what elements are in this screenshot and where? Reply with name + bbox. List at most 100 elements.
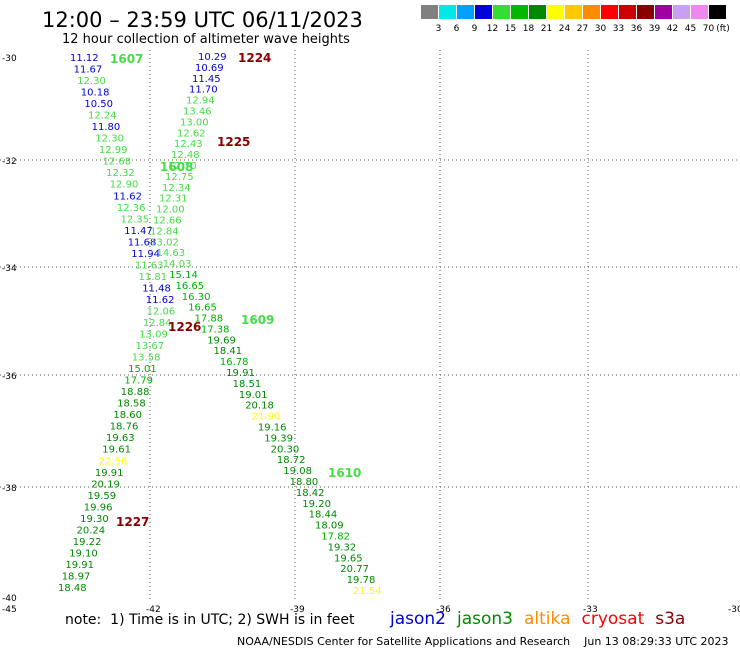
wave-height-value: 19.10	[69, 548, 98, 559]
wave-height-value: 12.30	[95, 134, 124, 145]
legend-s3a: s3a	[655, 609, 686, 629]
wave-height-value: 20.18	[245, 401, 274, 412]
scale-label: 18	[522, 24, 535, 34]
wave-height-value: 20.77	[340, 564, 369, 575]
scale-swatch	[601, 5, 618, 19]
wave-height-value: 13.00	[180, 117, 209, 128]
scale-swatch	[529, 5, 546, 19]
wave-height-value: 11.80	[92, 122, 121, 133]
latitude-label: -34	[2, 264, 17, 274]
latitude-label: -32	[2, 157, 17, 167]
wave-height-value: 12.84	[143, 318, 172, 329]
pass-time-label: 1610	[328, 466, 361, 480]
pass-time-label: 1225	[217, 135, 250, 149]
wave-height-value: 19.69	[207, 335, 236, 346]
wave-height-value: 11.48	[142, 283, 171, 294]
wave-height-value: 12.24	[88, 111, 117, 122]
wave-height-value: 19.08	[283, 466, 312, 477]
wave-height-value: 12.06	[147, 307, 176, 318]
scale-swatch	[637, 5, 654, 19]
scale-swatch	[565, 5, 582, 19]
scale-label: 12	[486, 24, 499, 34]
wave-height-value: 18.72	[277, 455, 306, 466]
wave-height-value: 11.47	[124, 226, 153, 237]
scale-swatch	[583, 5, 600, 19]
wave-height-value: 19.91	[65, 560, 94, 571]
wave-height-value: 19.16	[258, 423, 287, 434]
scale-swatch	[457, 5, 474, 19]
scale-swatch	[439, 5, 456, 19]
wave-height-value: 16.65	[176, 281, 205, 292]
longitude-label: -30	[728, 605, 740, 615]
scale-label: 33	[612, 24, 625, 34]
latitude-label: -40	[2, 594, 17, 604]
wave-height-value: 14.63	[157, 248, 186, 259]
wave-height-value: 18.41	[214, 346, 243, 357]
wave-height-value: 11.62	[113, 191, 142, 202]
wave-height-value: 12.70	[168, 161, 197, 172]
wave-height-value: 18.60	[113, 410, 142, 421]
wave-height-value: 21.90	[252, 412, 281, 423]
wave-height-value: 18.58	[117, 399, 146, 410]
wave-height-value: 17.79	[124, 376, 153, 387]
longitude-label: -42	[146, 605, 161, 615]
wave-height-value: 12.32	[106, 168, 135, 179]
satellite-legend: jason2 jason3 altika cryosat s3a	[390, 609, 696, 629]
wave-height-value: 12.68	[103, 157, 132, 168]
footer-credit: NOAA/NESDIS Center for Satellite Applica…	[237, 635, 729, 648]
wave-height-value: 10.69	[195, 63, 224, 74]
wave-height-value: 12.34	[162, 183, 191, 194]
wave-height-value: 11.45	[192, 74, 221, 85]
pass-time-label: 1608	[160, 160, 193, 174]
wave-height-value: 13.58	[132, 353, 161, 364]
legend-jason3: jason3	[457, 609, 513, 629]
scale-label: 39	[648, 24, 661, 34]
wave-height-value: 12.75	[165, 172, 194, 183]
scale-swatch	[421, 5, 438, 19]
wave-height-value: 20.19	[91, 479, 120, 490]
wave-height-value: 15.14	[169, 270, 198, 281]
wave-height-value: 10.18	[81, 88, 110, 99]
pass-time-label: 1224	[238, 51, 271, 65]
scale-swatch	[547, 5, 564, 19]
wave-height-value: 12.43	[174, 139, 203, 150]
scale-label: 3	[435, 24, 442, 34]
wave-height-value: 11.94	[131, 249, 160, 260]
scale-label: 30	[594, 24, 607, 34]
scale-swatch	[493, 5, 510, 19]
wave-height-value: 19.91	[95, 468, 124, 479]
wave-height-value: 19.32	[328, 542, 357, 553]
wave-height-value: 19.65	[334, 553, 363, 564]
scale-label: 70	[702, 24, 715, 34]
pass-time-label: 1227	[116, 515, 149, 529]
legend-cryosat: cryosat	[581, 609, 645, 629]
wave-height-value: 19.78	[347, 575, 376, 586]
chart-subtitle: 12 hour collection of altimeter wave hei…	[62, 32, 350, 47]
wave-height-value: 19.22	[73, 537, 102, 548]
wave-height-value: 16.30	[182, 292, 211, 303]
satellite-tracks: 11.1211.6712.3010.1810.5012.2411.8012.30…	[58, 51, 382, 597]
longitude-label: -33	[583, 605, 598, 615]
wave-height-value: 19.39	[264, 433, 293, 444]
wave-height-value: 11.63	[135, 260, 164, 271]
scale-label: 27	[576, 24, 589, 34]
scale-swatch	[619, 5, 636, 19]
wave-height-value: 11.62	[146, 295, 175, 306]
wave-height-value: 12.48	[171, 150, 200, 161]
wave-height-value: 12.31	[159, 194, 188, 205]
scale-swatch	[673, 5, 690, 19]
wave-height-value: 12.84	[150, 226, 179, 237]
wave-height-value: 22.56	[99, 456, 128, 467]
wave-height-value: 16.78	[220, 357, 249, 368]
wave-height-value: 11.81	[139, 272, 168, 283]
wave-height-value: 12.00	[156, 205, 185, 216]
wave-height-value: 19.20	[302, 499, 331, 510]
wave-height-value: 12.94	[186, 96, 215, 107]
scale-swatch	[691, 5, 708, 19]
wave-height-value: 12.30	[77, 76, 106, 87]
wave-height-value: 13.02	[150, 237, 179, 248]
wave-height-value: 15.01	[128, 364, 157, 375]
wave-height-value: 12.35	[121, 214, 150, 225]
wave-height-value: 17.38	[201, 324, 230, 335]
